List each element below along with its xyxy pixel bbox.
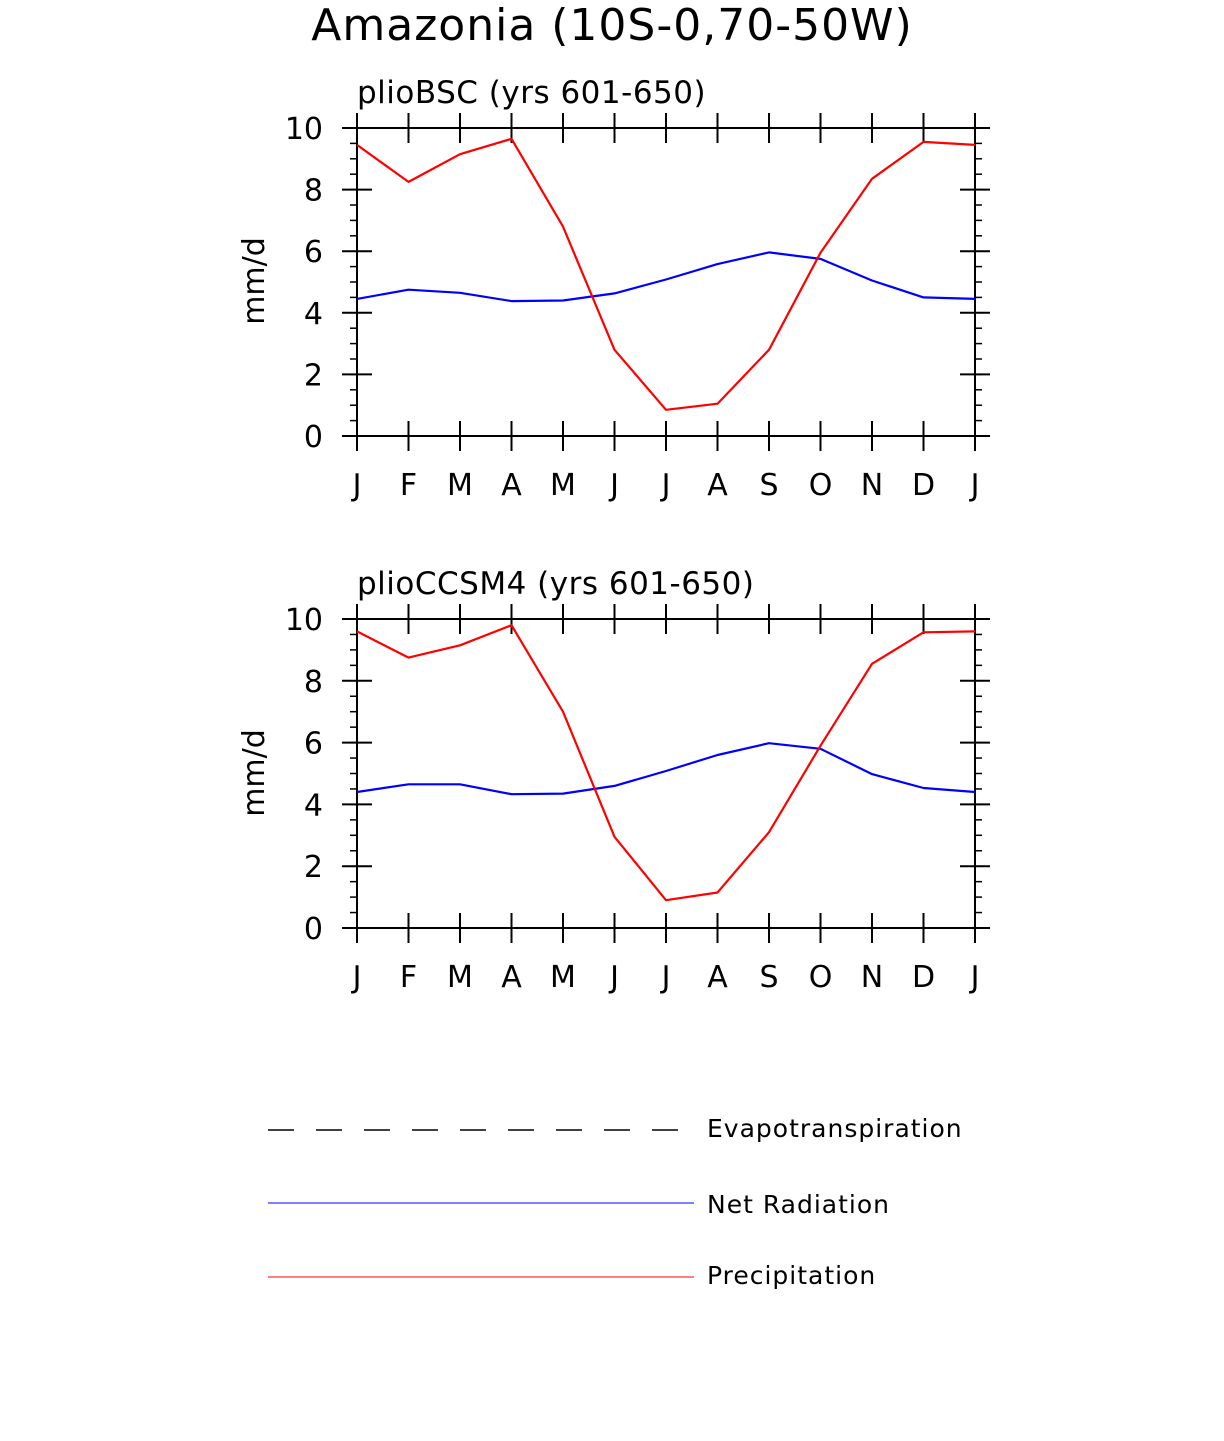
y-tick-label: 0 (304, 912, 323, 947)
x-tick-label: J (351, 468, 362, 503)
x-tick-label: J (608, 468, 619, 503)
x-tick-label: M (550, 960, 576, 995)
plot-frame (356, 127, 976, 437)
x-tick-label: J (608, 960, 619, 995)
y-tick-label: 8 (304, 174, 323, 209)
x-tick-label: J (660, 468, 671, 503)
panel-title: plioCCSM4 (yrs 601-650) (357, 566, 754, 602)
x-tick-label: J (660, 960, 671, 995)
series-line-net-radiation (356, 742, 976, 796)
x-tick-label: M (447, 960, 473, 995)
y-tick-label: 2 (304, 850, 323, 885)
y-tick-label: 8 (304, 665, 323, 700)
legend-label-precipitation: Precipitation (707, 1261, 876, 1290)
x-tick-label: A (707, 960, 728, 995)
y-tick-label: 6 (304, 727, 323, 762)
panel-title: plioBSC (yrs 601-650) (357, 75, 706, 111)
y-tick-label: 4 (304, 297, 323, 332)
x-tick-label: D (912, 960, 935, 995)
x-tick-label: N (861, 468, 883, 503)
y-tick-label: 2 (304, 358, 323, 393)
y-tick-label: 10 (285, 603, 323, 638)
plot-frame (356, 618, 976, 929)
legend-label-net-radiation: Net Radiation (707, 1190, 890, 1219)
series-line-precipitation (356, 137, 976, 411)
x-tick-label: J (969, 468, 980, 503)
main-title: Amazonia (10S-0,70-50W) (311, 0, 912, 51)
x-tick-label: J (351, 960, 362, 995)
x-tick-label: A (501, 468, 522, 503)
x-tick-label: F (400, 960, 417, 995)
x-tick-label: S (759, 468, 778, 503)
x-tick-label: A (501, 960, 522, 995)
x-tick-label: F (400, 468, 417, 503)
series-line-precipitation (356, 624, 976, 902)
y-axis-label: mm/d (237, 237, 272, 325)
x-tick-label: N (861, 960, 883, 995)
x-tick-label: O (809, 468, 833, 503)
y-tick-label: 4 (304, 788, 323, 823)
x-tick-label: M (447, 468, 473, 503)
y-tick-label: 10 (285, 112, 323, 147)
series-line-net-radiation (356, 251, 976, 303)
x-tick-label: D (912, 468, 935, 503)
y-tick-label: 6 (304, 235, 323, 270)
x-tick-label: O (809, 960, 833, 995)
legend-label-evapotranspiration: Evapotranspiration (707, 1114, 963, 1143)
y-tick-label: 0 (304, 420, 323, 455)
x-tick-label: A (707, 468, 728, 503)
x-tick-label: M (550, 468, 576, 503)
x-tick-label: S (759, 960, 778, 995)
x-tick-label: J (969, 960, 980, 995)
legend: Evapotranspiration Net Radiation Precipi… (268, 1114, 963, 1290)
y-axis-label: mm/d (237, 729, 272, 817)
